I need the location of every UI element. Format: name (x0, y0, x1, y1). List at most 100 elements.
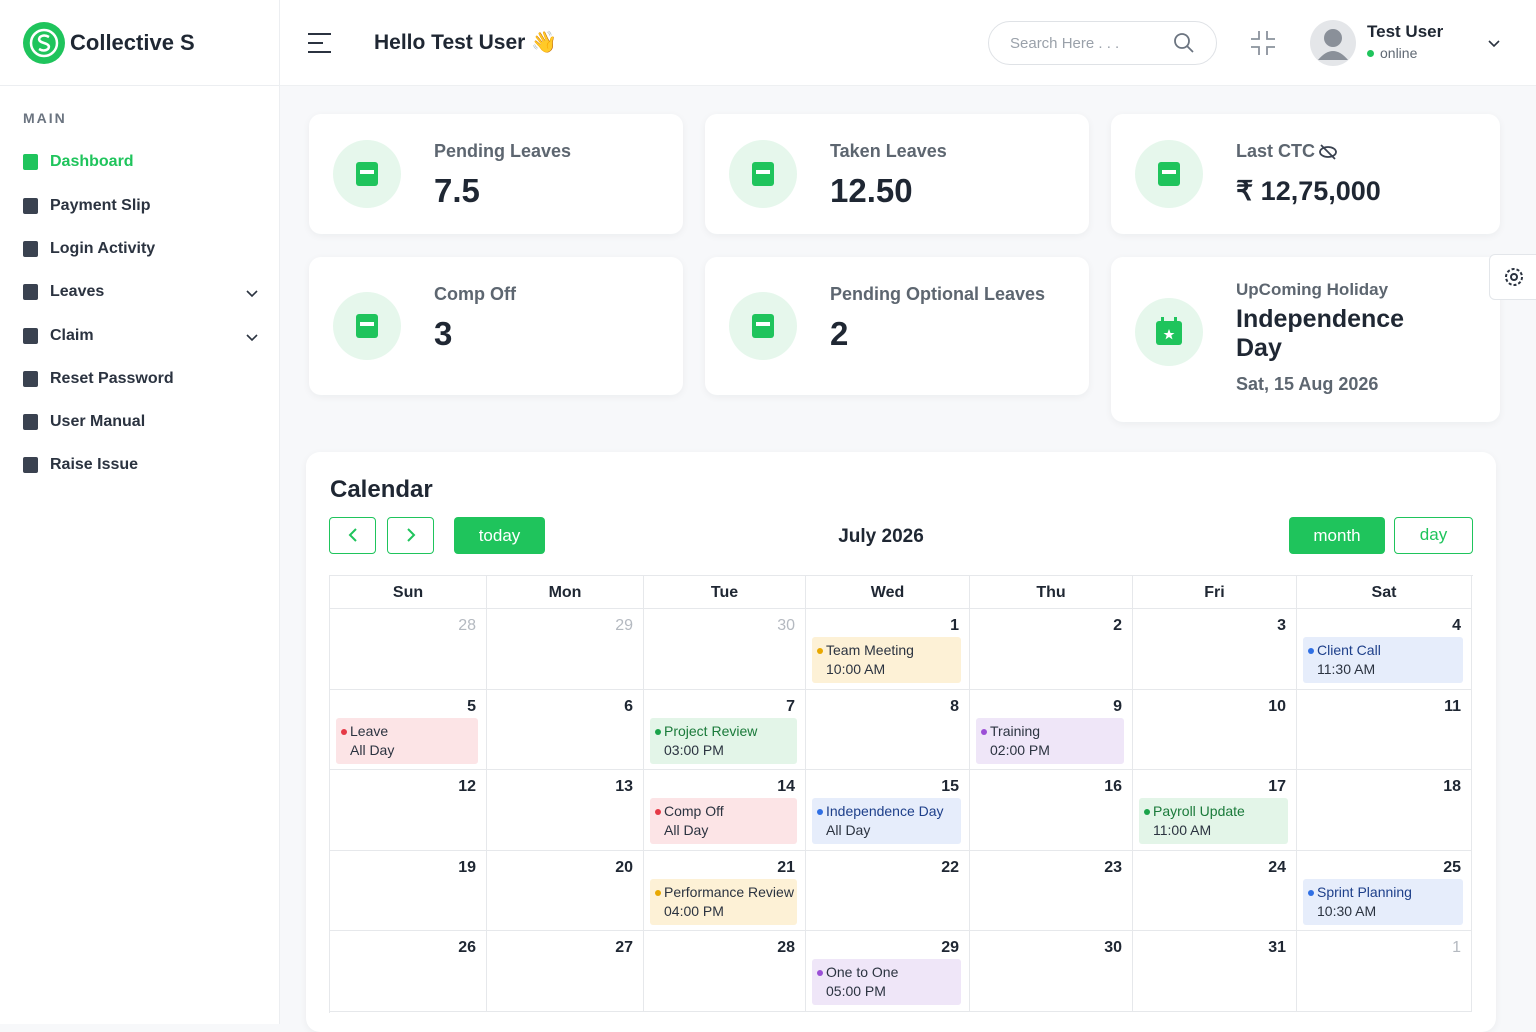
day-cell[interactable]: 30 (970, 931, 1133, 1012)
calendar-event[interactable]: Payroll Update 11:00 AM (1139, 798, 1288, 845)
user-menu-toggle[interactable] (1487, 39, 1501, 49)
status-dot (1367, 50, 1374, 57)
day-cell[interactable]: 6 (487, 689, 644, 771)
month-view-button[interactable]: month (1289, 517, 1385, 554)
day-cell[interactable]: 15 Independence Day All Day (806, 770, 970, 851)
day-cell[interactable]: 19 (330, 850, 487, 932)
calendar-event[interactable]: Project Review 03:00 PM (650, 717, 797, 764)
settings-button[interactable] (1489, 254, 1536, 300)
day-cell[interactable]: 27 (487, 931, 644, 1012)
event-time: 11:30 AM (1317, 661, 1376, 677)
calendar-event[interactable]: Independence Day All Day (812, 798, 961, 845)
nav-item[interactable]: Leaves (0, 274, 279, 310)
day-cell[interactable]: 29 (487, 609, 644, 690)
brand-name: Collective S (70, 30, 195, 55)
day-cell[interactable]: 2 (970, 609, 1133, 690)
day-cell[interactable]: 1 Team Meeting 10:00 AM (806, 609, 970, 690)
day-cell[interactable]: 16 (970, 770, 1133, 851)
avatar[interactable] (1310, 20, 1356, 66)
day-cell[interactable]: 28 (644, 931, 806, 1012)
nav-label: Payment Slip (50, 197, 151, 214)
day-cell[interactable]: 7 Project Review 03:00 PM (644, 689, 806, 771)
stat-icon (333, 292, 401, 360)
calendar-event[interactable]: Comp Off All Day (650, 798, 797, 845)
search-box[interactable]: Search Here . . . (988, 21, 1217, 65)
calendar-month: July 2026 (838, 526, 924, 547)
day-cell[interactable]: 8 (806, 689, 970, 771)
calendar-event[interactable]: Leave All Day (336, 717, 478, 764)
day-cell[interactable]: 26 (330, 931, 487, 1012)
stat-card: Pending Leaves 7.5 (309, 114, 683, 234)
event-dot (655, 728, 661, 735)
day-cell[interactable]: 14 Comp Off All Day (644, 770, 806, 851)
holiday-name: Independence Day (1236, 305, 1405, 362)
day-cell[interactable]: 29 One to One 05:00 PM (806, 931, 970, 1012)
calendar-event[interactable]: Client Call 11:30 AM (1303, 637, 1463, 683)
day-cell[interactable]: 30 (644, 609, 806, 690)
day-number: 12 (458, 778, 476, 796)
calendar-event[interactable]: One to One 05:00 PM (812, 959, 961, 1006)
day-view-button[interactable]: day (1394, 517, 1473, 554)
calendar-event[interactable]: Performance Review 04:00 PM (650, 878, 797, 925)
day-cell[interactable]: 11 (1297, 689, 1472, 771)
day-cell[interactable]: 28 (330, 609, 487, 690)
day-cell[interactable]: 31 (1133, 931, 1297, 1012)
nav-item[interactable]: Raise Issue (0, 447, 279, 483)
visibility-toggle[interactable] (1319, 144, 1337, 160)
calendar-event[interactable]: Training 02:00 PM (976, 717, 1124, 764)
event-time: All Day (826, 822, 871, 839)
day-cell[interactable]: 5 Leave All Day (330, 689, 487, 771)
holiday-label: UpComing Holiday (1236, 280, 1389, 299)
day-cell[interactable]: 22 (806, 850, 970, 932)
nav-label: Leaves (50, 283, 105, 300)
day-number: 28 (458, 617, 476, 634)
day-cell[interactable]: 23 (970, 850, 1133, 932)
prev-button[interactable] (329, 517, 376, 554)
event-dot (981, 728, 987, 735)
calendar-event[interactable]: Team Meeting 10:00 AM (812, 637, 961, 683)
today-button[interactable]: today (454, 517, 545, 554)
day-number: 27 (615, 939, 633, 957)
nav-item[interactable]: Payment Slip (0, 188, 279, 224)
day-number: 20 (615, 858, 633, 876)
day-cell[interactable]: 12 (330, 770, 487, 851)
day-cell[interactable]: 3 (1133, 609, 1297, 690)
stat-card: Last CTC ₹ 12,75,000 (1111, 114, 1500, 234)
day-number: 10 (1268, 697, 1286, 715)
day-cell[interactable]: 25 Sprint Planning 10:30 AM (1297, 850, 1472, 932)
day-cell[interactable]: 18 (1297, 770, 1472, 851)
nav-item[interactable]: Reset Password (0, 361, 279, 397)
day-cell[interactable]: 9 Training 02:00 PM (970, 689, 1133, 771)
event-dot (1308, 648, 1314, 654)
day-cell[interactable]: 21 Performance Review 04:00 PM (644, 850, 806, 932)
day-cell[interactable]: 1 (1297, 931, 1472, 1012)
event-title: Independence Day (826, 803, 944, 820)
nav-item[interactable]: Dashboard (0, 144, 279, 180)
calendar-event[interactable]: Sprint Planning 10:30 AM (1303, 878, 1463, 925)
day-cell[interactable]: 13 (487, 770, 644, 851)
nav-item[interactable]: Claim (0, 318, 279, 354)
nav-item[interactable]: Login Activity (0, 231, 279, 267)
day-cell[interactable]: 10 (1133, 689, 1297, 771)
greeting: Hello Test User 👋 (374, 31, 557, 55)
next-button[interactable] (387, 517, 434, 554)
day-number: 13 (615, 778, 633, 796)
day-cell[interactable]: 20 (487, 850, 644, 932)
day-number: 1 (1452, 939, 1461, 957)
day-number: 31 (1268, 939, 1286, 957)
stat-value: 2 (830, 315, 849, 352)
weekday-header: Sat (1297, 576, 1472, 609)
fullscreen-toggle[interactable] (1250, 30, 1276, 56)
event-dot (655, 809, 661, 816)
weekday-header: Thu (970, 576, 1133, 609)
nav-icon (23, 457, 38, 473)
calendar: Calendar today July 2026 month day Sun Mo… (306, 452, 1496, 1032)
day-cell[interactable]: 4 Client Call 11:30 AM (1297, 609, 1472, 690)
day-cell[interactable]: 24 (1133, 850, 1297, 932)
nav-item[interactable]: User Manual (0, 404, 279, 440)
holiday-card: UpComing Holiday Independence Day Sat, 1… (1111, 257, 1500, 422)
day-number: 23 (1104, 858, 1122, 876)
menu-toggle[interactable] (307, 32, 333, 54)
day-cell[interactable]: 17 Payroll Update 11:00 AM (1133, 770, 1297, 851)
nav-label: Dashboard (50, 153, 134, 170)
